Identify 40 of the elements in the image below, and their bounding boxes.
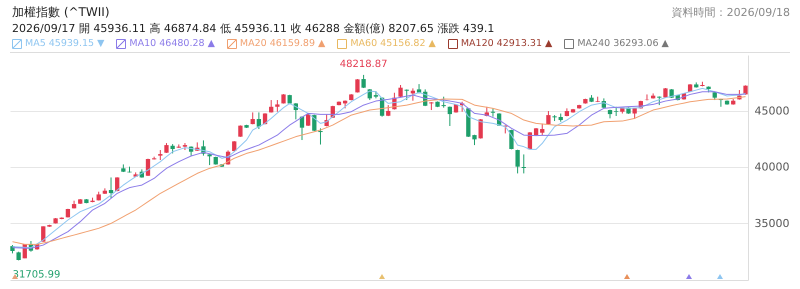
legend-label: MA5 45939.15 ▼	[25, 38, 104, 49]
candlestick	[318, 128, 323, 146]
candlestick	[115, 176, 120, 192]
chart-subtitle: 2026/09/17 開 45936.11 高 46874.84 低 45936.11 收 46288 金額(億) 8207.65 漲跌 439.1	[12, 21, 494, 36]
candlestick	[368, 88, 372, 101]
candlestick	[108, 176, 114, 199]
y-tick-label: 45000	[754, 104, 790, 118]
text: MA240 36293.06 ▲	[577, 38, 669, 49]
candlestick	[256, 112, 262, 130]
chart-title: 加權指數 (^TWII)	[12, 4, 110, 21]
candlestick	[515, 149, 520, 174]
candlestick	[250, 112, 255, 125]
candlestick	[275, 100, 280, 112]
candlestick	[442, 96, 446, 108]
candlestick	[158, 150, 162, 161]
candlestick	[269, 100, 274, 114]
candlestick	[546, 110, 551, 125]
candlestick	[540, 122, 544, 136]
y-tick-label: 35000	[754, 216, 790, 230]
text: MA120 42913.31 ▲	[460, 38, 552, 49]
candlestick	[355, 78, 360, 94]
text: 資料時間：2026/09/18	[672, 5, 790, 20]
candlestick	[170, 144, 175, 154]
candlestick	[398, 84, 403, 98]
candlestick	[306, 114, 310, 126]
candlestick	[164, 142, 169, 154]
legend-label: MA20 46159.89 ▲	[240, 38, 326, 49]
text: MA60 45156.82 ▲	[350, 38, 436, 49]
candlestick	[207, 154, 212, 166]
legend-label: MA10 46480.28 ▲	[129, 38, 215, 49]
y-tick-label: 40000	[754, 160, 790, 174]
candlestick	[522, 154, 526, 174]
candlestick	[232, 140, 236, 152]
candlestick	[404, 88, 409, 101]
candlestick	[448, 106, 452, 126]
candlestick	[410, 88, 416, 102]
annotation: 31705.99	[12, 269, 60, 280]
candlestick	[644, 94, 650, 101]
annotation: 48218.87	[340, 58, 388, 70]
candlestick	[361, 74, 366, 89]
